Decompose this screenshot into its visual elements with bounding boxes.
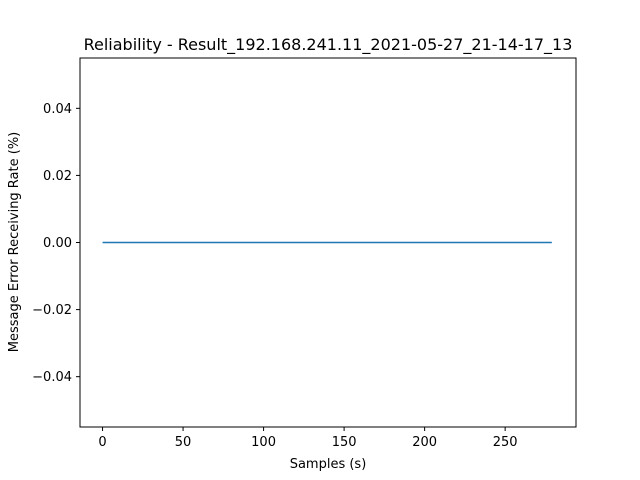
x-tick-label: 250: [493, 435, 518, 450]
y-axis-label: Message Error Receiving Rate (%): [7, 132, 22, 353]
chart-title: Reliability - Result_192.168.241.11_2021…: [84, 35, 573, 55]
x-tick-label: 150: [332, 435, 357, 450]
plot-area: 0 50 100 150 200 250 −0.04 −0.02 0.00 0.02 0.04: [32, 57, 577, 450]
x-axis-label: Samples (s): [290, 457, 367, 472]
x-tick-label: 50: [175, 435, 192, 450]
y-tick-label: 0.02: [43, 169, 72, 184]
y-tick-label: −0.04: [32, 370, 72, 385]
x-tick-label: 0: [98, 435, 106, 450]
x-tick-label: 100: [251, 435, 276, 450]
y-tick-label: 0.00: [43, 236, 72, 251]
x-tick-label: 200: [412, 435, 437, 450]
y-tick-label: −0.02: [32, 303, 72, 318]
y-tick-label: 0.04: [43, 102, 72, 117]
